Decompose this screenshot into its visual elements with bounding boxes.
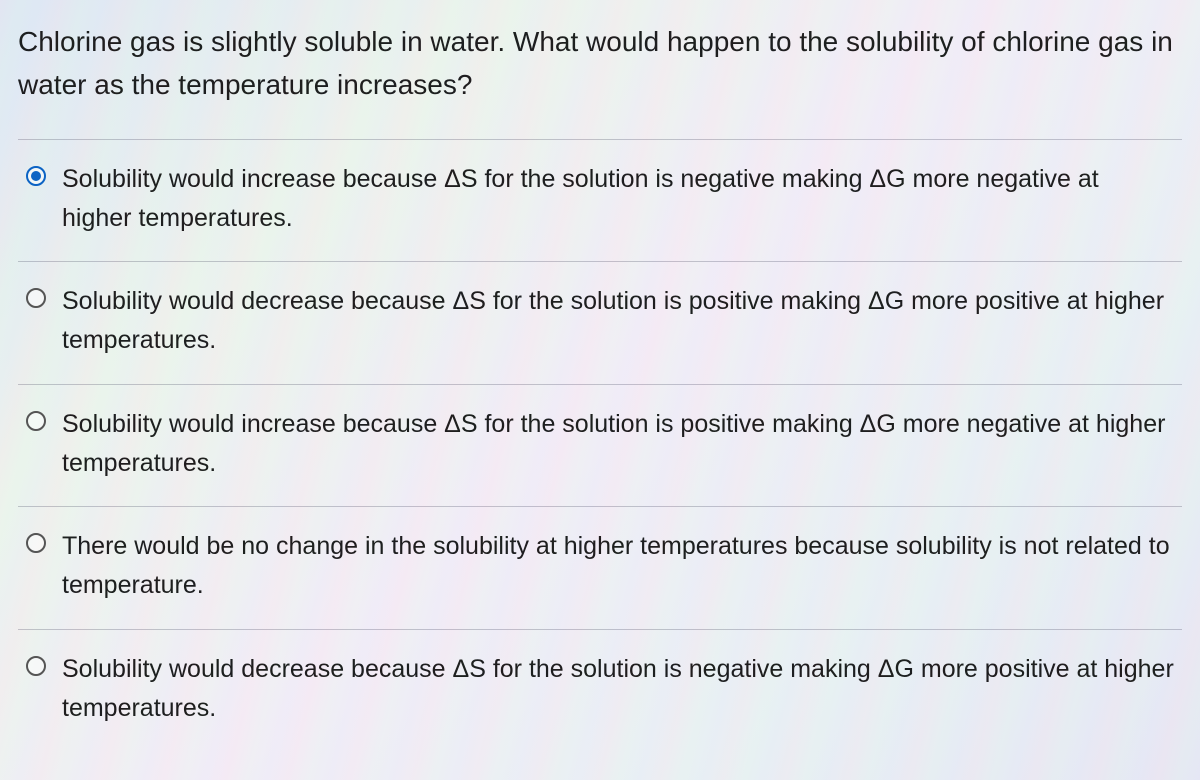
option-row[interactable]: Solubility would increase because ΔS for… <box>18 139 1182 262</box>
option-label: Solubility would decrease because ΔS for… <box>62 282 1174 360</box>
question-text: Chlorine gas is slightly soluble in wate… <box>18 20 1182 107</box>
radio-button[interactable] <box>26 288 46 308</box>
option-label: Solubility would decrease because ΔS for… <box>62 650 1174 728</box>
option-label: Solubility would increase because ΔS for… <box>62 405 1174 483</box>
option-row[interactable]: There would be no change in the solubili… <box>18 506 1182 629</box>
option-row[interactable]: Solubility would increase because ΔS for… <box>18 384 1182 507</box>
option-label: Solubility would increase because ΔS for… <box>62 160 1174 238</box>
options-list: Solubility would increase because ΔS for… <box>18 139 1182 752</box>
radio-button[interactable] <box>26 533 46 553</box>
radio-button[interactable] <box>26 166 46 186</box>
option-row[interactable]: Solubility would decrease because ΔS for… <box>18 261 1182 384</box>
radio-button[interactable] <box>26 411 46 431</box>
option-row[interactable]: Solubility would decrease because ΔS for… <box>18 629 1182 752</box>
option-label: There would be no change in the solubili… <box>62 527 1174 605</box>
radio-button[interactable] <box>26 656 46 676</box>
